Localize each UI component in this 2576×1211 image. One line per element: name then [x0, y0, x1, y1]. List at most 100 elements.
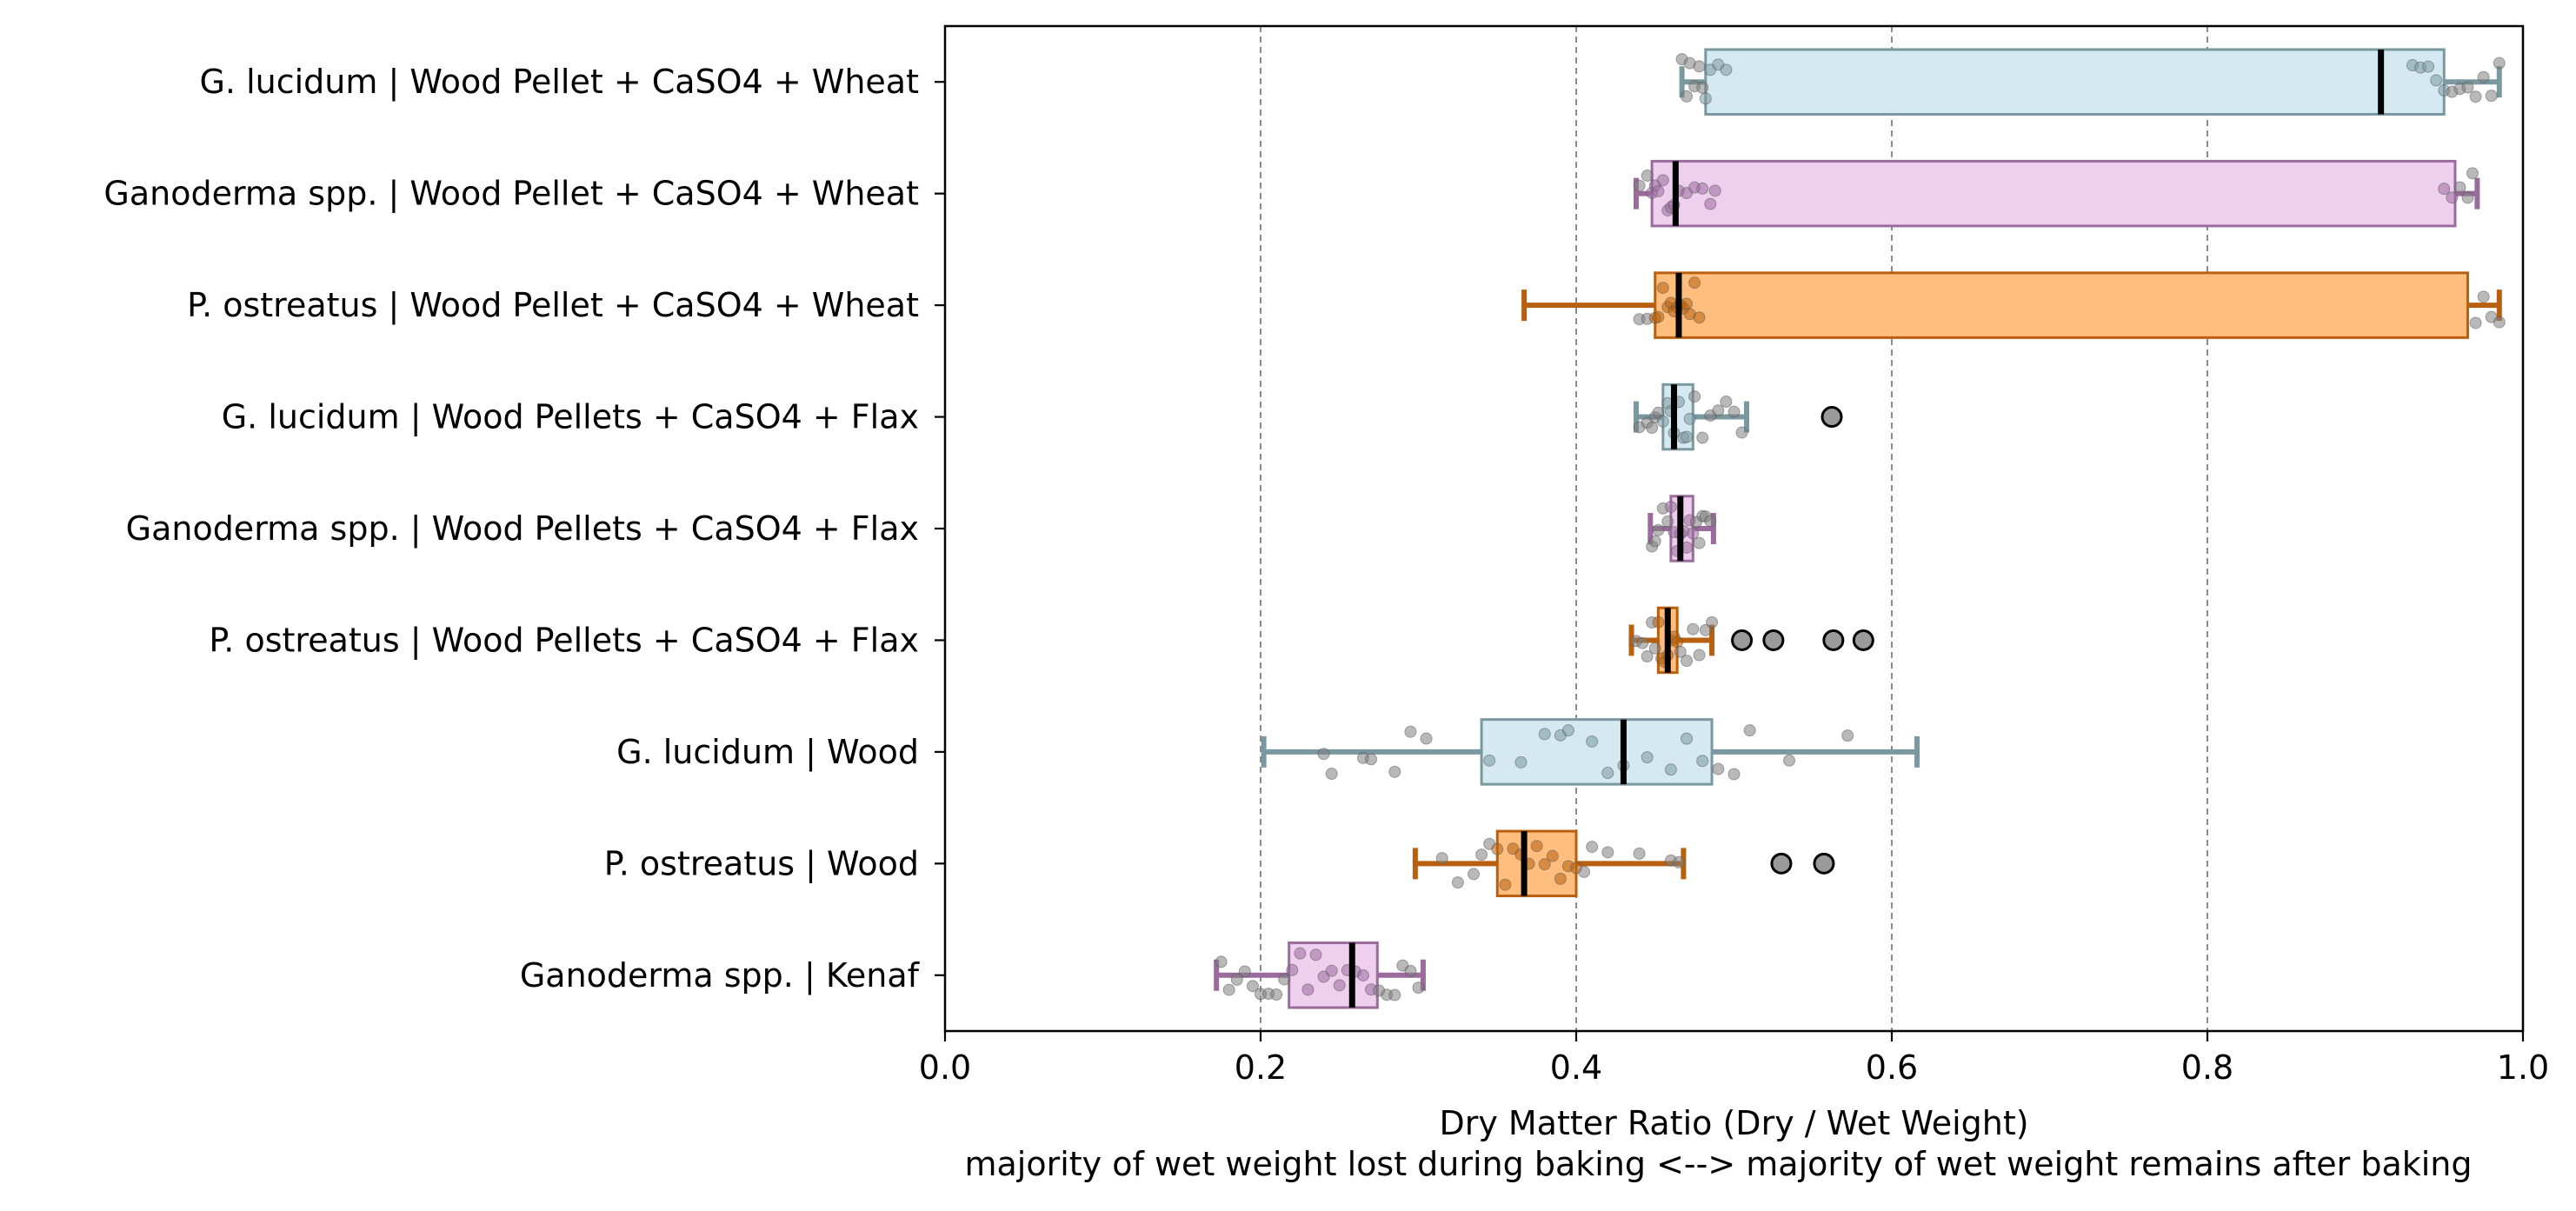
data-point [1693, 60, 1706, 73]
data-point [1325, 964, 1338, 977]
data-point [1687, 622, 1700, 635]
data-point [1687, 527, 1700, 540]
data-point [1693, 649, 1706, 662]
x-tick-label: 0.2 [1235, 1048, 1287, 1087]
box-group [1633, 383, 1843, 451]
x-tick-label: 0.0 [919, 1048, 971, 1087]
data-point [2461, 191, 2474, 204]
data-point [1538, 728, 1551, 741]
outlier-point [1813, 852, 1835, 875]
data-point [1696, 182, 1709, 195]
data-point [1681, 90, 1694, 103]
data-point [1652, 184, 1665, 197]
data-point [1693, 311, 1706, 324]
data-point [1641, 650, 1654, 663]
data-point [1286, 963, 1299, 976]
data-point [1681, 655, 1694, 668]
data-point [1514, 755, 1528, 769]
data-point [1712, 404, 1725, 417]
data-point [1333, 979, 1346, 992]
y-category-label: G. lucidum | Wood Pellet + CaSO4 + Wheat [199, 63, 919, 102]
data-point [1317, 748, 1330, 761]
y-category-label: P. ostreatus | Wood Pellets + CaSO4 + Fl… [209, 621, 919, 660]
data-point [1633, 179, 1646, 192]
y-category-label: Ganoderma spp. | Wood Pellets + CaSO4 + … [126, 509, 919, 549]
x-tick-label: 0.6 [1866, 1048, 1918, 1087]
data-point [1215, 955, 1228, 968]
box-group [1646, 495, 1717, 562]
data-point [1230, 973, 1243, 986]
outlier-point [1822, 629, 1845, 651]
data-point [1696, 81, 1709, 94]
x-axis-label: Dry Matter Ratio (Dry / Wet Weight) [1439, 1104, 2028, 1142]
data-point [1735, 426, 1748, 439]
data-point [1412, 981, 1425, 995]
data-point [1475, 848, 1488, 862]
data-point [1681, 430, 1694, 443]
outlier-point [1852, 629, 1874, 651]
x-axis-ticks: 0.0 0.2 0.4 0.6 0.8 1.0 [919, 1031, 2549, 1087]
outlier-point [1821, 406, 1843, 429]
data-point [1672, 855, 1685, 868]
data-point [1491, 842, 1504, 855]
data-point [1681, 732, 1694, 745]
data-point [1404, 964, 1417, 977]
box-group [1633, 159, 2480, 228]
data-point [1530, 840, 1543, 853]
data-point [2469, 316, 2482, 329]
data-point [1586, 841, 1599, 854]
data-point [1586, 735, 1599, 748]
data-point [1388, 988, 1401, 1001]
data-point [1841, 729, 1854, 742]
data-point [1656, 174, 1669, 187]
data-point [2493, 316, 2506, 329]
data-point [1636, 636, 1649, 649]
data-point [1646, 422, 1659, 435]
x-axis-sublabel: majority of wet weight lost during bakin… [964, 1145, 2472, 1183]
data-point [1720, 396, 1733, 409]
box-body [1654, 271, 2469, 339]
data-point [1451, 876, 1464, 889]
data-point [1356, 968, 1369, 981]
box-group [1214, 942, 1426, 1009]
data-point [1652, 523, 1665, 536]
data-point [1696, 755, 1709, 768]
data-point [1727, 405, 1741, 418]
data-point [1693, 536, 1706, 549]
y-category-label: G. lucidum | Wood Pellets + CaSO4 + Flax [222, 398, 919, 437]
y-category-label: Ganoderma spp. | Kenaf [520, 956, 921, 995]
data-point [1641, 170, 1654, 183]
data-point [1388, 765, 1401, 778]
data-point [2461, 81, 2474, 94]
data-point [1538, 858, 1551, 871]
data-point [1674, 645, 1687, 658]
x-tick-label: 0.8 [2181, 1048, 2233, 1087]
data-point [1294, 947, 1307, 960]
data-point [1365, 753, 1378, 766]
outlier-point [1731, 629, 1754, 651]
data-point [1661, 515, 1674, 528]
data-point [1783, 754, 1796, 767]
data-point [1278, 973, 1291, 986]
data-point [1699, 92, 1712, 105]
box-group [1412, 829, 1835, 898]
data-point [2430, 74, 2443, 87]
x-tick-label: 0.4 [1550, 1048, 1602, 1087]
data-point [1720, 63, 1733, 77]
outlier-point [1770, 852, 1793, 875]
y-category-label: P. ostreatus | Wood Pellet + CaSO4 + Whe… [187, 286, 919, 325]
data-point [1546, 849, 1559, 862]
box-group [1675, 48, 2506, 116]
y-category-label: P. ostreatus | Wood [604, 844, 919, 883]
data-point [1601, 767, 1614, 780]
box-series [1214, 48, 2506, 1009]
data-point [1468, 868, 1481, 881]
data-point [2477, 290, 2490, 303]
data-point [2493, 57, 2506, 70]
box-body [1650, 159, 2457, 228]
data-point [1696, 431, 1709, 444]
data-point [1708, 184, 1721, 197]
box-group [1628, 606, 1874, 675]
data-point [2477, 70, 2490, 83]
